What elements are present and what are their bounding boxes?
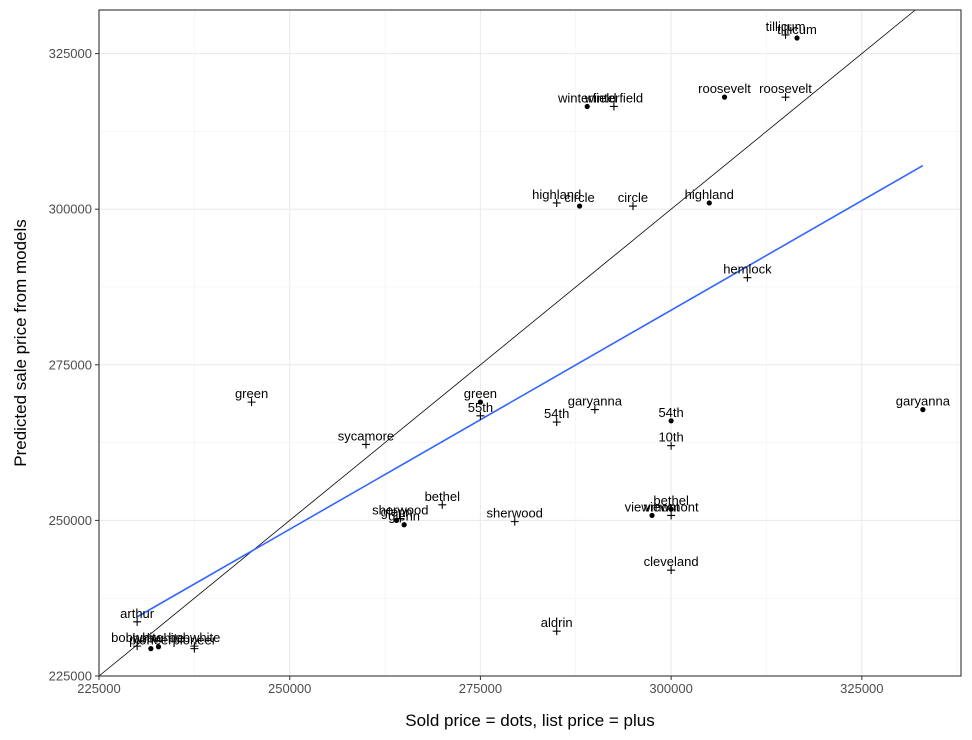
list-point-label: 10th: [658, 430, 683, 445]
sold-point-label: circle: [564, 190, 594, 205]
sold-point-dot: [584, 103, 590, 110]
list-point-plus: [667, 566, 676, 575]
list-point-label: bethel: [425, 489, 461, 504]
list-point-label: winterfield: [584, 90, 644, 105]
list-point-label: garyanna: [568, 394, 623, 409]
list-point-plus: [590, 405, 599, 414]
x-axis-ticks: 225000 250000 275000 300000 325000: [77, 676, 884, 696]
list-point-plus: [510, 517, 519, 526]
fit-line: [136, 164, 924, 618]
sold-point-label: bobwhite: [132, 631, 184, 646]
list-point-plus: [552, 418, 561, 427]
y-tick-label: 275000: [49, 357, 92, 372]
list-point-label: sycamore: [338, 428, 394, 443]
list-point-plus: [476, 411, 485, 420]
sold-point-label: glenn: [388, 509, 420, 524]
sold-point-dot: [920, 407, 926, 413]
list-point-label: roosevelt: [759, 81, 812, 96]
list-point-label: sherwood: [372, 503, 428, 518]
list-point-plus: [552, 627, 561, 636]
y-tick-label: 300000: [49, 202, 92, 217]
sold-point-dot: [668, 418, 674, 424]
plot-panel: [99, 10, 961, 676]
list-point-label: bobwhite: [111, 630, 163, 645]
x-tick-label: 300000: [649, 681, 692, 696]
x-axis-title: Sold price = dots, list price = plus: [405, 711, 654, 730]
sold-point-dot: [649, 512, 655, 519]
plot-border: [98, 9, 962, 677]
sold-point-label: roosevelt: [698, 81, 751, 96]
list-point-label: aldrin: [541, 615, 573, 630]
list-point-label: circle: [618, 190, 648, 205]
point-marks: [133, 30, 926, 653]
list-point-label: 54th: [544, 406, 569, 421]
x-tick-label: 225000: [77, 681, 120, 696]
list-point-label: arthur: [120, 606, 155, 621]
minor-gridlines: [99, 10, 961, 676]
sold-point-label: green: [464, 386, 497, 401]
y-tick-label: 250000: [49, 513, 92, 528]
list-point-label: cleveland: [644, 554, 699, 569]
y-tick-label: 225000: [49, 669, 92, 684]
sold-point-dot: [393, 517, 400, 523]
list-point-label: hemlock: [723, 262, 772, 277]
list-point-plus: [609, 102, 618, 111]
sold-point-dot: [721, 94, 728, 100]
x-tick-label: 275000: [459, 681, 502, 696]
list-point-plus: [781, 93, 790, 102]
list-point-label: green: [235, 386, 268, 401]
list-point-plus: [247, 398, 256, 407]
list-point-label: viewmont: [644, 499, 699, 514]
sold-point-dot: [576, 203, 583, 209]
sold-point-label: viewmont: [625, 499, 680, 514]
list-point-plus: [667, 511, 676, 520]
list-point-plus: [133, 617, 142, 626]
sold-point-dot: [401, 522, 407, 528]
list-point-plus: [552, 198, 561, 207]
sold-point-label: garyanna: [896, 394, 951, 409]
sold-point-dot: [148, 646, 154, 652]
list-point-plus: [361, 440, 370, 449]
major-gridlines: [98, 10, 961, 677]
list-point-plus: [743, 273, 752, 282]
y-axis-title: Predicted sale price from models: [11, 219, 30, 467]
sold-point-dot: [477, 399, 484, 405]
sold-point-dot: [155, 644, 162, 650]
sold-point-dot: [668, 506, 674, 512]
list-point-label: pioneer: [173, 633, 217, 648]
sold-point-label: highland: [685, 187, 734, 202]
list-point-plus: [628, 202, 637, 211]
x-tick-label: 325000: [840, 681, 883, 696]
sold-point-label: pioneer: [129, 633, 173, 648]
list-point-label: tillicum: [766, 19, 806, 34]
y-tick-label: 325000: [49, 46, 92, 61]
sold-point-label: glenn: [381, 504, 413, 519]
y-axis-ticks: 225000 250000 275000 300000 325000: [49, 46, 99, 684]
x-tick-label: 250000: [268, 681, 311, 696]
list-point-plus: [133, 642, 142, 651]
sold-point-label: 54th: [658, 405, 683, 420]
list-point-label: sherwood: [487, 506, 543, 521]
list-point-label: highland: [532, 187, 581, 202]
reference-line-layer: [98, 9, 916, 677]
reference-line: [98, 9, 916, 677]
list-point-plus: [190, 644, 199, 653]
list-point-plus: [781, 30, 790, 39]
sold-point-label: bethel: [653, 493, 689, 508]
list-point-label: bobwhite: [168, 630, 220, 645]
sold-point-label: tillicum: [777, 22, 817, 37]
list-point-plus: [396, 514, 405, 523]
sold-point-dot: [794, 35, 800, 41]
sold-point-dot: [706, 200, 712, 206]
list-point-plus: [438, 500, 447, 509]
list-point-plus: [667, 441, 676, 450]
fit-line-layer: [136, 164, 924, 618]
sold-point-label: winterfield: [557, 90, 617, 105]
list-point-label: 55th: [468, 400, 493, 415]
